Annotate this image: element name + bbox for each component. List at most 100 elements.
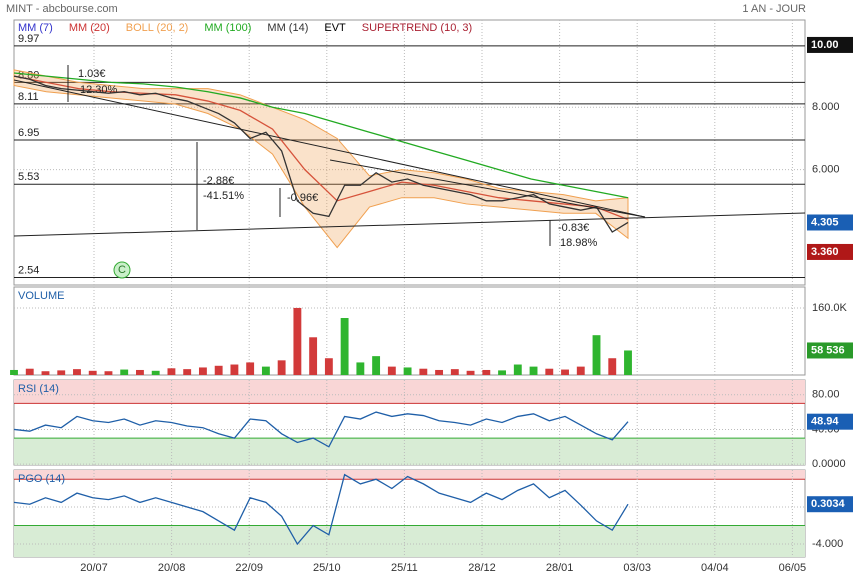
- level-label: 8.11: [18, 91, 39, 103]
- volume-bar: [214, 365, 223, 375]
- value-tag: [807, 342, 853, 359]
- legend-entry: MM (20): [69, 22, 110, 34]
- event-marker: [113, 261, 131, 279]
- bollinger-band: [13, 69, 629, 249]
- volume-bar: [356, 362, 365, 375]
- y-tick-label: 80.00: [812, 389, 840, 401]
- annotation: 18.98%: [560, 237, 598, 249]
- annotation: -0.96€: [287, 192, 318, 204]
- volume-bar: [120, 369, 129, 375]
- level-label: 2.54: [18, 264, 39, 276]
- volume-bar: [198, 367, 207, 375]
- volume-bar: [466, 370, 475, 375]
- volume-bar: [167, 368, 176, 375]
- volume-bar: [608, 358, 617, 375]
- volume-bar: [545, 368, 554, 375]
- volume-bar: [183, 369, 192, 375]
- panel: [13, 19, 806, 286]
- volume-bar: [293, 307, 302, 375]
- legend-entry: SUPERTREND (10, 3): [362, 22, 472, 34]
- volume-bar: [151, 370, 160, 375]
- x-tick-label: 28/12: [468, 562, 496, 574]
- value-tag-label: 3.360: [811, 246, 839, 258]
- oversold-zone: [14, 438, 805, 465]
- volume-bar: [592, 335, 601, 375]
- y-tick-label: 0.0000: [812, 458, 846, 470]
- y-tick-label: -4.000: [812, 538, 843, 550]
- panel-title: RSI (14): [18, 383, 59, 395]
- x-tick-label: 20/08: [158, 562, 186, 574]
- volume-bar: [136, 369, 144, 375]
- volume-bar: [419, 368, 428, 375]
- volume-bar: [41, 371, 50, 375]
- volume-bar: [25, 368, 34, 375]
- trend-line: [329, 159, 646, 218]
- level-label: 6.95: [18, 127, 39, 139]
- volume-bar: [10, 369, 18, 375]
- value-tag-label: 4.305: [811, 216, 839, 228]
- volume-bar: [513, 364, 522, 375]
- x-tick-label: 03/03: [623, 562, 651, 574]
- value-tag: [807, 36, 853, 53]
- x-tick-label: 25/11: [391, 562, 418, 574]
- legend-entry: MM (7): [18, 22, 53, 34]
- level-label: 5.53: [18, 171, 39, 183]
- trend-line: [13, 79, 646, 218]
- annotation: 1.03€: [78, 68, 106, 80]
- volume-bar: [561, 369, 569, 375]
- panel-title: VOLUME: [18, 290, 64, 302]
- legend-entry: MM (100): [204, 22, 251, 34]
- value-tag-label: 48.94: [811, 416, 839, 428]
- volume-bar: [324, 358, 333, 375]
- volume-bar: [529, 366, 538, 375]
- period: 1 AN - JOUR: [742, 3, 806, 15]
- series-line: [13, 473, 629, 546]
- annotation: -0.83€: [558, 222, 589, 234]
- x-tick-label: 28/01: [546, 562, 574, 574]
- trend-lines: [13, 65, 806, 246]
- annotation: -2.88€: [203, 175, 234, 187]
- volume-bar: [387, 366, 396, 375]
- volume-bar: [57, 370, 66, 375]
- x-tick-label: 25/10: [313, 562, 341, 574]
- panel-title: PGO (14): [18, 473, 65, 485]
- trend-line: [13, 212, 806, 237]
- volume-bar: [403, 367, 412, 375]
- volume-bar: [309, 337, 318, 375]
- volume-bar: [624, 350, 632, 375]
- volume-bar: [261, 366, 270, 375]
- series-line: [13, 75, 629, 233]
- value-tag: [807, 214, 853, 231]
- volume-bar: [340, 318, 349, 375]
- oversold-zone: [14, 525, 805, 557]
- x-tick-label: 20/07: [80, 562, 108, 574]
- legend-entry: MM (14): [267, 22, 308, 34]
- y-tick-label: 6.000: [812, 164, 840, 176]
- volume-bar: [73, 369, 81, 375]
- volume-bar: [372, 356, 381, 375]
- volume-bar: [435, 369, 444, 375]
- value-tag: [807, 413, 853, 430]
- annotation: -41.51%: [203, 190, 244, 202]
- value-tag: [807, 243, 853, 260]
- volume-bar: [576, 366, 585, 375]
- annotation: 12.30%: [80, 84, 118, 96]
- volume-bar: [88, 370, 97, 375]
- level-label: 9.97: [18, 33, 39, 45]
- value-tag-label: 0.3034: [811, 498, 846, 510]
- legend-entry: BOLL (20, 2): [126, 22, 189, 34]
- symbol: MINT - abcbourse.com: [6, 3, 118, 15]
- value-tag: [807, 496, 853, 513]
- x-tick-label: 06/05: [779, 562, 807, 574]
- legend-entry: EVT: [324, 22, 346, 34]
- x-tick-label: 22/09: [235, 562, 263, 574]
- event-label: C: [118, 264, 126, 276]
- x-tick-label: 04/04: [701, 562, 729, 574]
- volume-bar: [104, 371, 113, 375]
- volume-bar: [450, 369, 459, 375]
- volume-bar: [482, 369, 491, 375]
- volume-bar: [277, 360, 286, 375]
- series-line: [13, 411, 629, 448]
